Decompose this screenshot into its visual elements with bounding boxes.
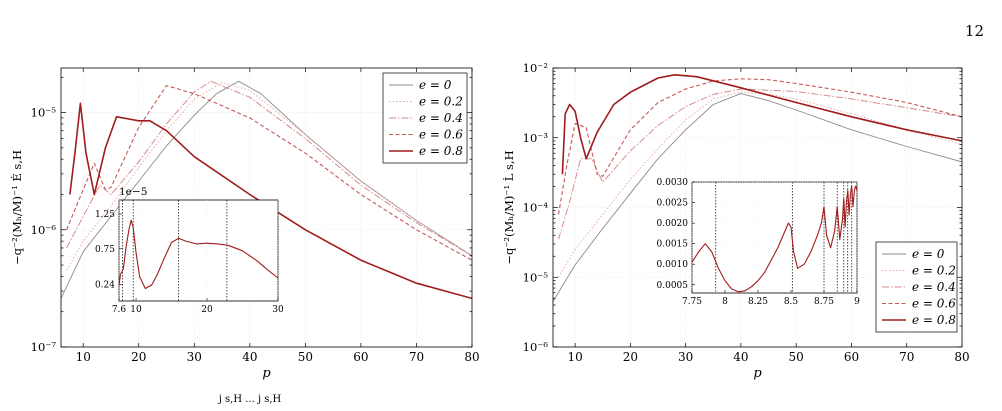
legend-label: e = 0.8 bbox=[419, 144, 463, 158]
x-tick-label: 40 bbox=[242, 350, 257, 364]
y-tick-label: 10⁻⁶ bbox=[31, 223, 57, 237]
inset-x-tick-label: 7.75 bbox=[682, 297, 702, 307]
page-number: 12 bbox=[964, 22, 984, 40]
x-tick-label: 30 bbox=[678, 350, 693, 364]
inset-plot: 7.75 8 8.25 8.5 8.75 9 0.0030 0.0025 0.0020 0.001… bbox=[657, 178, 861, 307]
y-axis-label: −q⁻²(Mₕ/M)⁻¹ Ė s,H bbox=[10, 150, 24, 265]
x-tick-label: 40 bbox=[733, 350, 748, 364]
series-line-e0 bbox=[61, 80, 472, 299]
chart-right-angular-momentum-flux: 10 20 30 40 50 60 70 80 p 10⁻² 10⁻³ 10⁻⁴ 10⁻⁵ 10⁻⁶ −q⁻… bbox=[502, 61, 970, 381]
plot-frame bbox=[60, 67, 473, 348]
legend-label: e = 0.2 bbox=[912, 264, 956, 278]
y-axis-label: −q⁻²(Mₕ/M)⁻¹ L̇ s,H bbox=[502, 150, 516, 264]
x-tick-label: 50 bbox=[298, 350, 313, 364]
inset-plot: 7.6 10 20 30 0.24 0.75 1.25 1e−5 bbox=[95, 186, 284, 315]
inset-y-tick-label: 0.0005 bbox=[657, 281, 689, 291]
inset-x-tick-label: 8.5 bbox=[784, 297, 799, 307]
x-tick-label: 30 bbox=[187, 350, 202, 364]
inset-offset-label: 1e−5 bbox=[119, 186, 147, 198]
x-tick-label: 80 bbox=[464, 350, 479, 364]
inset-x-tick-label: 8.25 bbox=[748, 297, 768, 307]
inset-frame bbox=[118, 199, 279, 302]
x-axis-label: p bbox=[262, 366, 271, 381]
inset-x-tick-label: 9 bbox=[854, 297, 860, 307]
legend-label: e = 0.8 bbox=[912, 313, 956, 327]
legend-box bbox=[875, 241, 958, 333]
legend-label: e = 0.4 bbox=[419, 111, 463, 125]
inset-y-tick-label: 0.75 bbox=[95, 245, 115, 255]
series-line-e06 bbox=[66, 85, 472, 261]
legend-box bbox=[382, 72, 468, 164]
x-axis-label: p bbox=[753, 366, 762, 381]
series-line-e06 bbox=[557, 78, 962, 215]
inset-x-tick-label: 7.6 bbox=[112, 305, 127, 315]
x-tick-label: 70 bbox=[409, 350, 424, 364]
x-tick-label: 70 bbox=[899, 350, 914, 364]
x-tick-label: 50 bbox=[789, 350, 804, 364]
x-tick-label: 60 bbox=[353, 350, 368, 364]
inset-x-tick-label: 8.75 bbox=[814, 297, 834, 307]
inset-frame bbox=[691, 181, 858, 294]
inset-x-tick-label: 20 bbox=[201, 305, 213, 315]
legend-label: e = 0.6 bbox=[419, 128, 463, 142]
x-tick-label: 20 bbox=[131, 350, 146, 364]
series-line-e0 bbox=[553, 93, 962, 302]
series-line-e04 bbox=[558, 88, 962, 240]
inset-x-tick-label: 30 bbox=[272, 305, 284, 315]
x-tick-label: 10 bbox=[76, 350, 91, 364]
y-tick-label: 10⁻⁶ bbox=[523, 340, 549, 354]
inset-y-tick-label: 0.24 bbox=[95, 280, 115, 290]
y-tick-label: 10⁻⁵ bbox=[523, 270, 549, 284]
series-line-e02 bbox=[558, 91, 962, 278]
series-line-e08 bbox=[561, 74, 962, 175]
caption-fragment: j̇ s,H ... j̇ s,H bbox=[218, 394, 282, 405]
y-tick-label: 10⁻² bbox=[523, 61, 548, 75]
y-tick-label: 10⁻⁵ bbox=[31, 106, 57, 120]
legend-label: e = 0.4 bbox=[912, 280, 956, 294]
legend-label: e = 0.2 bbox=[419, 95, 463, 109]
y-tick-label: 10⁻⁷ bbox=[31, 340, 57, 354]
inset-y-tick-label: 0.0015 bbox=[657, 240, 689, 250]
legend: e = 0 e = 0.2 e = 0.4 e = 0.6 e = 0.8 bbox=[875, 241, 958, 333]
legend-label: e = 0.6 bbox=[912, 297, 956, 311]
inset-y-tick-label: 0.0030 bbox=[657, 178, 689, 188]
series-line-e02 bbox=[66, 82, 472, 271]
legend: e = 0 e = 0.2 e = 0.4 e = 0.6 e = 0.8 bbox=[382, 72, 468, 164]
inset-y-tick-label: 0.0020 bbox=[657, 219, 689, 229]
inset-y-tick-label: 0.0010 bbox=[657, 260, 689, 270]
inset-y-tick-label: 1.25 bbox=[95, 210, 115, 220]
inset-x-tick-label: 10 bbox=[130, 305, 142, 315]
inset-series-line bbox=[691, 185, 858, 293]
x-tick-label: 60 bbox=[844, 350, 859, 364]
x-tick-label: 10 bbox=[567, 350, 582, 364]
legend-label: e = 0 bbox=[912, 247, 945, 261]
y-tick-label: 10⁻⁴ bbox=[523, 201, 549, 215]
series-line-e04 bbox=[66, 80, 472, 257]
inset-series-line bbox=[118, 219, 279, 290]
y-tick-label: 10⁻³ bbox=[523, 131, 549, 145]
inset-y-tick-label: 0.0025 bbox=[657, 199, 689, 209]
chart-left-energy-flux: 10 20 30 40 50 60 70 80 p 10⁻⁵ 10⁻⁶ 10⁻⁷ −q⁻²(Mₕ/M)⁻… bbox=[10, 67, 480, 381]
x-tick-label: 80 bbox=[954, 350, 969, 364]
x-tick-label: 20 bbox=[623, 350, 638, 364]
series-line-e08 bbox=[69, 102, 472, 300]
inset-x-tick-label: 8 bbox=[722, 297, 728, 307]
legend-label: e = 0 bbox=[419, 78, 452, 92]
